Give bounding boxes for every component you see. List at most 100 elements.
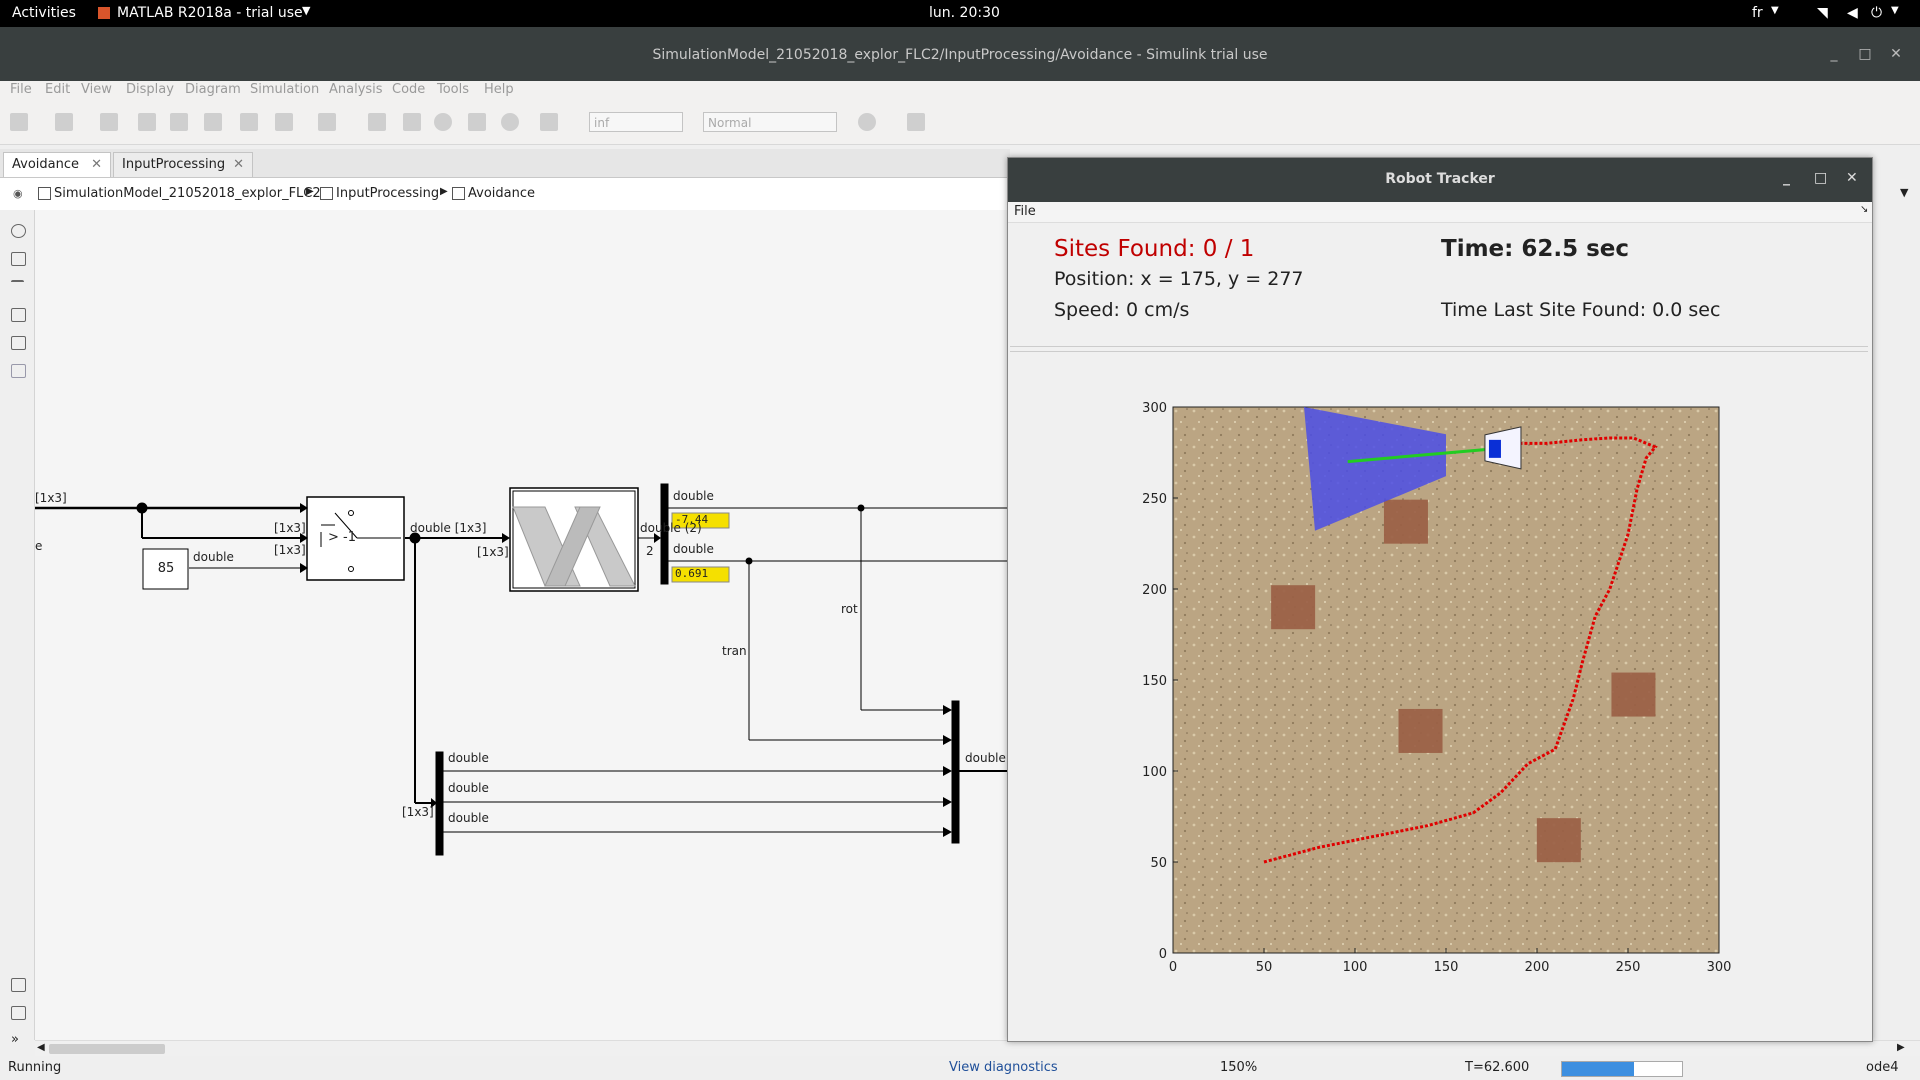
close-button[interactable]: ✕ bbox=[1846, 170, 1858, 186]
menu-edit[interactable]: Edit bbox=[45, 82, 71, 97]
model-explorer-icon[interactable] bbox=[318, 113, 336, 131]
dock-arrow-icon[interactable]: ↘ bbox=[1860, 204, 1869, 215]
minimize-button[interactable]: _ bbox=[1783, 170, 1790, 186]
progress-fill bbox=[1562, 1062, 1634, 1076]
up-arrow-icon[interactable] bbox=[204, 113, 222, 131]
report-icon[interactable] bbox=[11, 1006, 26, 1020]
expand-icon[interactable]: » bbox=[11, 1032, 19, 1047]
camera-icon[interactable] bbox=[11, 978, 26, 992]
x-tick-label: 250 bbox=[1616, 960, 1641, 975]
volume-icon[interactable]: ◀ bbox=[1847, 5, 1858, 21]
view-diagnostics-link[interactable]: View diagnostics bbox=[949, 1060, 1058, 1075]
robot-sensor bbox=[1488, 439, 1501, 458]
display-tran[interactable]: 0.691 bbox=[675, 567, 709, 580]
toolbar: inf Normal bbox=[0, 101, 1920, 145]
matlab-icon bbox=[98, 7, 110, 19]
area-icon[interactable] bbox=[11, 364, 26, 378]
y-tick-label: 50 bbox=[1150, 856, 1167, 871]
library-browser-icon[interactable] bbox=[240, 113, 258, 131]
fuzzy-logic-controller-block[interactable] bbox=[513, 491, 638, 591]
switch-block[interactable]: > -1 bbox=[328, 530, 356, 545]
bus-input-label: [1x3] bbox=[35, 491, 67, 505]
maximize-button[interactable]: □ bbox=[1858, 46, 1872, 62]
data-inspector-icon[interactable] bbox=[540, 113, 558, 131]
scroll-right-icon[interactable]: ▶ bbox=[1897, 1042, 1905, 1053]
close-button[interactable]: ✕ bbox=[1890, 46, 1902, 62]
x-tick-label: 300 bbox=[1707, 960, 1732, 975]
y-tick-label: 0 bbox=[1159, 947, 1167, 962]
model-settings-icon[interactable] bbox=[275, 113, 293, 131]
step-back-icon[interactable] bbox=[403, 113, 421, 131]
subsystem-icon bbox=[320, 187, 333, 200]
tab-avoidance[interactable]: Avoidance ✕ bbox=[3, 152, 111, 177]
hide-explorer-icon[interactable]: ◉ bbox=[13, 187, 23, 200]
stop-icon[interactable] bbox=[501, 113, 519, 131]
menu-view[interactable]: View bbox=[81, 82, 112, 97]
solver-label: ode4 bbox=[1866, 1060, 1899, 1075]
simulation-mode-select[interactable]: Normal bbox=[703, 112, 837, 132]
app-menu[interactable]: MATLAB R2018a - trial use bbox=[117, 5, 303, 21]
record-icon[interactable] bbox=[368, 113, 386, 131]
constant-block[interactable]: 85 bbox=[157, 561, 175, 576]
tab-inputprocessing[interactable]: InputProcessing ✕ bbox=[113, 152, 253, 177]
horizontal-scrollbar[interactable]: ◀ ▶ bbox=[35, 1040, 1920, 1057]
tab-label: InputProcessing bbox=[122, 157, 226, 172]
sim-time: T=62.600 bbox=[1465, 1060, 1530, 1075]
block-diagram bbox=[35, 483, 1010, 856]
chevron-down-icon[interactable]: ▼ bbox=[1900, 186, 1909, 199]
stop-time-input[interactable]: inf bbox=[589, 112, 683, 132]
menu-diagram[interactable]: Diagram bbox=[185, 82, 241, 97]
menu-tools[interactable]: Tools bbox=[437, 82, 470, 97]
step-forward-icon[interactable] bbox=[468, 113, 486, 131]
grid-icon[interactable] bbox=[907, 113, 925, 131]
new-model-icon[interactable] bbox=[10, 113, 28, 131]
maximize-button[interactable]: □ bbox=[1814, 170, 1828, 186]
close-icon[interactable]: ✕ bbox=[233, 157, 244, 172]
breadcrumb-separator-icon: ▶ bbox=[440, 186, 448, 197]
save-icon[interactable] bbox=[100, 113, 118, 131]
window-titlebar: SimulationModel_21052018_explor_FLC2/Inp… bbox=[0, 27, 1920, 81]
diagram-canvas[interactable]: [1x3] e 85 double [1x3] [1x3] > -1 doubl… bbox=[35, 210, 1010, 1040]
menu-display[interactable]: Display bbox=[126, 82, 174, 97]
fit-to-view-icon[interactable] bbox=[11, 252, 26, 266]
menu-code[interactable]: Code bbox=[392, 82, 426, 97]
forward-arrow-icon[interactable] bbox=[170, 113, 188, 131]
back-arrow-icon[interactable] bbox=[138, 113, 156, 131]
breadcrumb-item-inputprocessing[interactable]: InputProcessing bbox=[336, 186, 440, 201]
site-marker bbox=[1383, 499, 1428, 544]
status-bar: Running View diagnostics 150% T=62.600 o… bbox=[0, 1056, 1920, 1080]
y-tick-label: 250 bbox=[1142, 492, 1167, 507]
annotation-icon[interactable] bbox=[11, 308, 26, 322]
minimize-button[interactable]: _ bbox=[1830, 46, 1838, 62]
display-rot[interactable]: -7.44 bbox=[675, 513, 709, 526]
y-tick-label: 100 bbox=[1142, 765, 1167, 780]
flc-output-label: double (2) bbox=[640, 521, 702, 535]
wifi-icon[interactable]: ◥ bbox=[1817, 5, 1828, 21]
zoom-icon[interactable] bbox=[11, 224, 26, 238]
flc-input-label: [1x3] bbox=[477, 545, 509, 559]
run-icon[interactable] bbox=[434, 113, 452, 131]
x-tick-label: 200 bbox=[1525, 960, 1550, 975]
switch-input3-label: [1x3] bbox=[274, 543, 306, 557]
open-icon[interactable] bbox=[55, 113, 73, 131]
scroll-left-icon[interactable]: ◀ bbox=[37, 1042, 45, 1053]
menu-help[interactable]: Help bbox=[484, 82, 514, 97]
clock[interactable]: lun. 20:30 bbox=[929, 5, 1000, 21]
breadcrumb-item-avoidance[interactable]: Avoidance bbox=[468, 186, 535, 201]
image-icon[interactable] bbox=[11, 336, 26, 350]
breadcrumb-item-model[interactable]: SimulationModel_21052018_explor_FLC2 bbox=[54, 186, 321, 201]
arrows-icon[interactable] bbox=[11, 280, 24, 294]
activities-button[interactable]: Activities bbox=[12, 5, 76, 21]
menu-analysis[interactable]: Analysis bbox=[329, 82, 383, 97]
model-advisor-icon[interactable] bbox=[858, 113, 876, 131]
menu-simulation[interactable]: Simulation bbox=[250, 82, 320, 97]
language-indicator[interactable]: fr bbox=[1752, 5, 1763, 21]
scrollbar-thumb[interactable] bbox=[49, 1044, 165, 1054]
close-icon[interactable]: ✕ bbox=[91, 157, 102, 172]
power-icon[interactable]: ⏻ bbox=[1871, 5, 1883, 21]
breadcrumb: ◉ SimulationModel_21052018_explor_FLC2 ▶… bbox=[0, 178, 1010, 211]
sites-found-text: Sites Found: 0 / 1 bbox=[1054, 236, 1255, 262]
robot-map-plot[interactable]: 0 50 100 150 200 250 300 0 50 100 150 200 250 300 bbox=[1010, 352, 1868, 1038]
tracker-menu-file[interactable]: File bbox=[1014, 204, 1036, 219]
menu-file[interactable]: File bbox=[10, 82, 32, 97]
